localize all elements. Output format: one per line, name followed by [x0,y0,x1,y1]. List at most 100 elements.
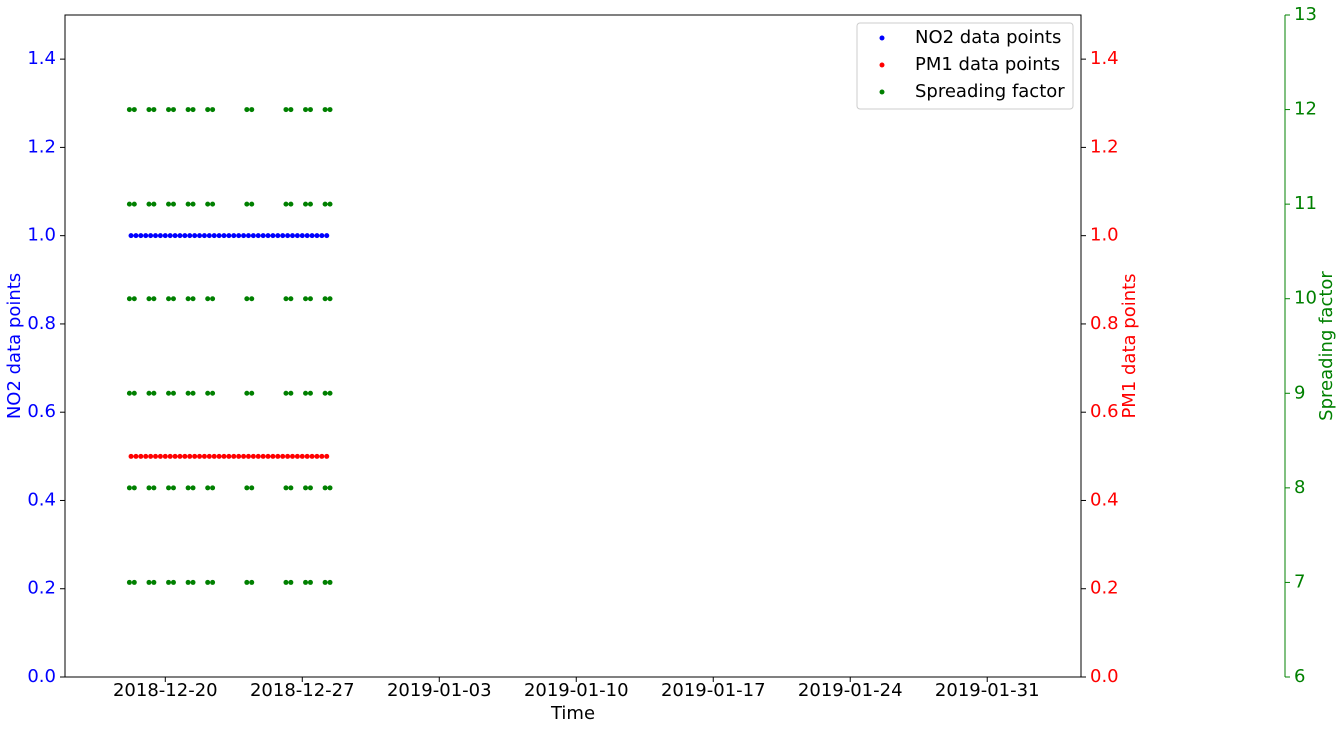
data-point [236,453,242,459]
data-point [190,201,196,207]
data-point [299,233,305,239]
data-point [307,579,313,585]
data-point [307,390,313,396]
data-point [307,107,313,113]
data-point [133,453,139,459]
data-point [190,390,196,396]
y-tick-label: 0.4 [1090,489,1119,510]
legend-label: PM1 data points [915,54,1060,75]
y-tick-label: 6 [1294,666,1305,687]
data-point [244,107,250,113]
data-point [245,453,251,459]
data-point [283,579,289,585]
data-point [327,201,333,207]
data-point [185,107,191,113]
data-point [185,201,191,207]
data-point [327,296,333,302]
y3-axis-label: Spreading factor [1316,271,1337,421]
data-point [231,233,237,239]
y-tick-label: 1.0 [1090,225,1119,246]
data-point [170,201,176,207]
data-point [131,201,137,207]
y-tick-label: 0.8 [27,313,56,334]
data-point [244,296,250,302]
data-point [294,453,300,459]
data-point [211,453,217,459]
data-point [210,201,216,207]
data-point [166,485,172,491]
data-point [241,453,247,459]
data-point [166,201,172,207]
data-point [322,485,328,491]
data-point [221,233,227,239]
data-point [285,233,291,239]
y-tick-label: 0.2 [27,578,56,599]
data-point [138,453,144,459]
data-point [265,233,271,239]
data-point [126,579,132,585]
data-point [244,485,250,491]
data-point [205,107,211,113]
data-point [250,233,256,239]
data-point [126,296,132,302]
data-point [303,201,309,207]
y-tick-label: 1.2 [27,136,56,157]
data-point [211,233,217,239]
legend-label: NO2 data points [915,27,1061,48]
data-point [249,485,255,491]
data-point [294,233,300,239]
data-point [309,453,315,459]
data-point [182,453,188,459]
data-point [148,233,154,239]
data-point [307,485,313,491]
data-point [151,201,157,207]
legend-marker [879,35,885,41]
data-point [170,485,176,491]
data-point [309,233,315,239]
data-point [166,107,172,113]
data-point [148,453,154,459]
data-point [221,453,227,459]
data-point [151,390,157,396]
data-point [190,579,196,585]
data-point [146,390,152,396]
y-axis-label: NO2 data points [4,273,25,419]
data-point [146,296,152,302]
y-tick-label: 0.6 [27,401,56,422]
data-point [241,233,247,239]
data-point [170,579,176,585]
data-point [275,453,281,459]
data-point [177,453,183,459]
data-point [185,390,191,396]
data-point [260,233,266,239]
data-point [283,107,289,113]
data-point [327,579,333,585]
x-tick-label: 2019-01-10 [524,680,629,701]
data-point [299,453,305,459]
y-tick-label: 0.8 [1090,313,1119,334]
y-tick-label: 8 [1294,477,1305,498]
data-point [322,107,328,113]
data-point [314,453,320,459]
data-point [244,390,250,396]
data-point [288,201,294,207]
data-point [226,233,232,239]
data-point [280,453,286,459]
data-point [210,579,216,585]
x-tick-label: 2019-01-31 [935,680,1040,701]
data-point [288,485,294,491]
y-tick-label: 7 [1294,571,1305,592]
y-tick-label: 0.2 [1090,578,1119,599]
data-point [255,453,261,459]
x-tick-label: 2019-01-17 [661,680,766,701]
legend-box [856,22,1074,110]
data-point [167,453,173,459]
data-point [307,201,313,207]
data-point [283,485,289,491]
data-point [131,579,137,585]
data-point [128,453,134,459]
data-point [236,233,242,239]
data-point [304,233,310,239]
data-point [303,485,309,491]
data-point [249,296,255,302]
